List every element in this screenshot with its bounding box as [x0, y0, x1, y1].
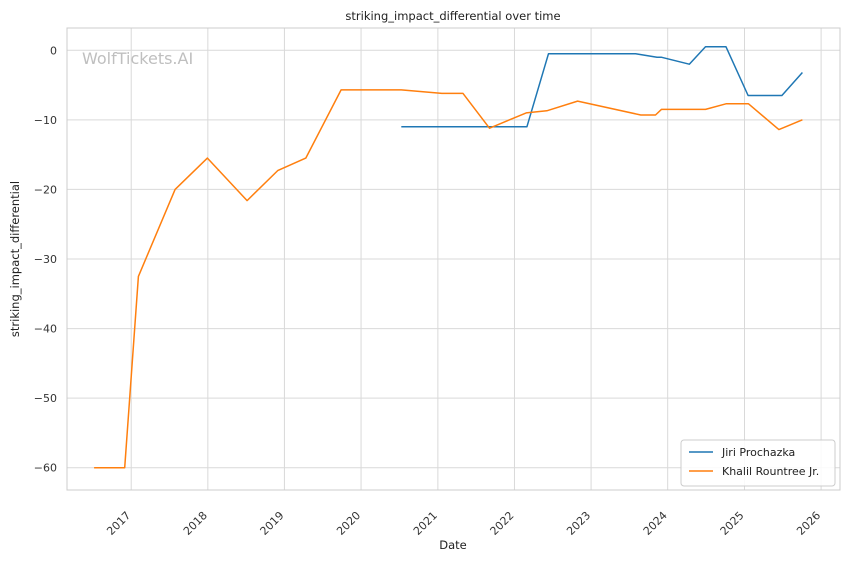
y-tick-label: −60: [34, 462, 57, 475]
legend-label-khalil-rountree: Khalil Rountree Jr.: [722, 465, 819, 478]
chart-title: striking_impact_differential over time: [345, 9, 560, 23]
y-tick-label: −20: [34, 183, 57, 196]
series-line-1: [94, 89, 803, 469]
grid-lines: [67, 28, 840, 490]
y-tick-labels: 0 −10 −20 −30 −40 −50 −60: [34, 44, 57, 474]
y-tick-label: −50: [34, 392, 57, 405]
legend: Jiri Prochazka Khalil Rountree Jr.: [680, 439, 836, 487]
legend-box: [680, 439, 836, 487]
x-axis-title: Date: [439, 538, 467, 552]
watermark-text: WolfTickets.AI: [82, 49, 193, 68]
y-tick-label: −40: [34, 323, 57, 336]
legend-label-jiri-prochazka: Jiri Prochazka: [721, 446, 795, 459]
y-tick-label: 0: [50, 44, 57, 57]
series-lines: [94, 46, 803, 469]
series-line-0: [401, 46, 803, 128]
y-tick-label: −30: [34, 253, 57, 266]
y-tick-label: −10: [34, 114, 57, 127]
y-axis-title: striking_impact_differential: [8, 181, 22, 337]
plot-frame: [66, 27, 841, 491]
